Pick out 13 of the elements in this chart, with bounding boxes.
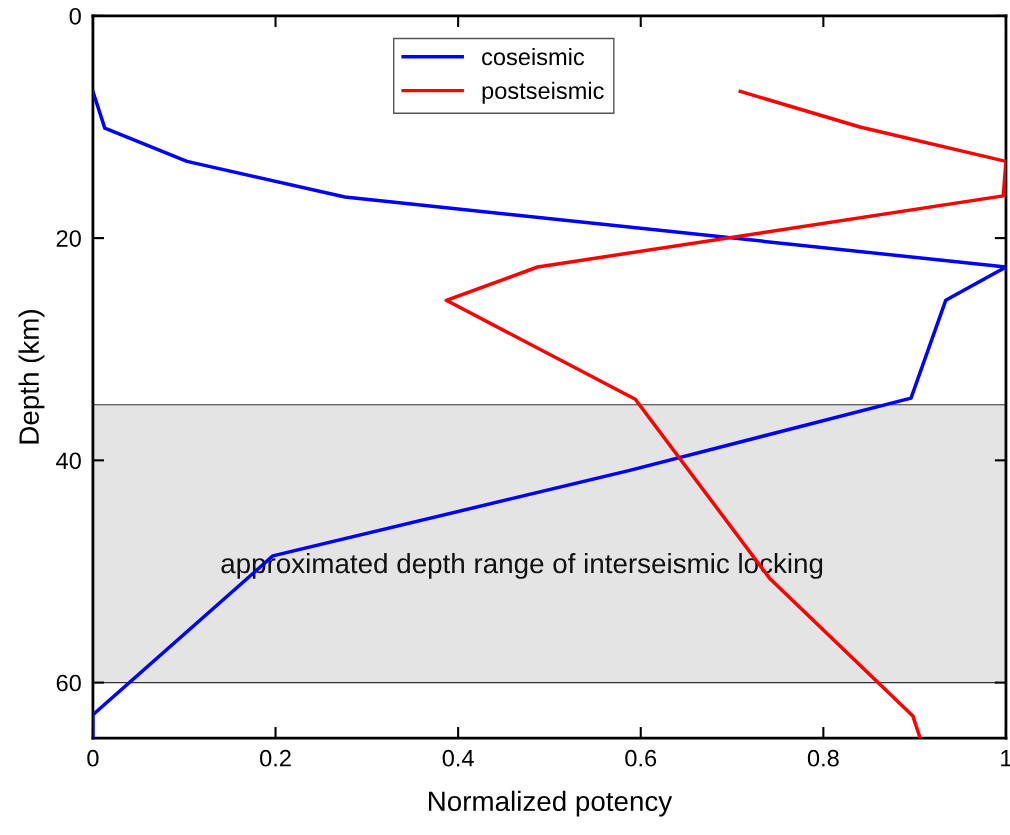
- y-tick-label: 20: [56, 230, 81, 247]
- x-tick-label: 0.4: [442, 749, 474, 767]
- x-tick-label: 0.8: [807, 749, 839, 767]
- x-tick-label: 0: [87, 749, 99, 767]
- y-axis-title: Depth (km): [18, 310, 45, 444]
- legend-label: postseismic: [482, 81, 604, 104]
- x-tick-label: 0.2: [260, 749, 291, 767]
- y-tick-label: 40: [56, 452, 81, 470]
- x-axis-title: Normalized potency: [428, 790, 673, 817]
- y-tick-label: 0: [69, 7, 81, 25]
- x-tick-label: 0.6: [625, 749, 657, 767]
- y-tick-label: 60: [56, 674, 81, 692]
- legend-label: coseismic: [482, 47, 585, 66]
